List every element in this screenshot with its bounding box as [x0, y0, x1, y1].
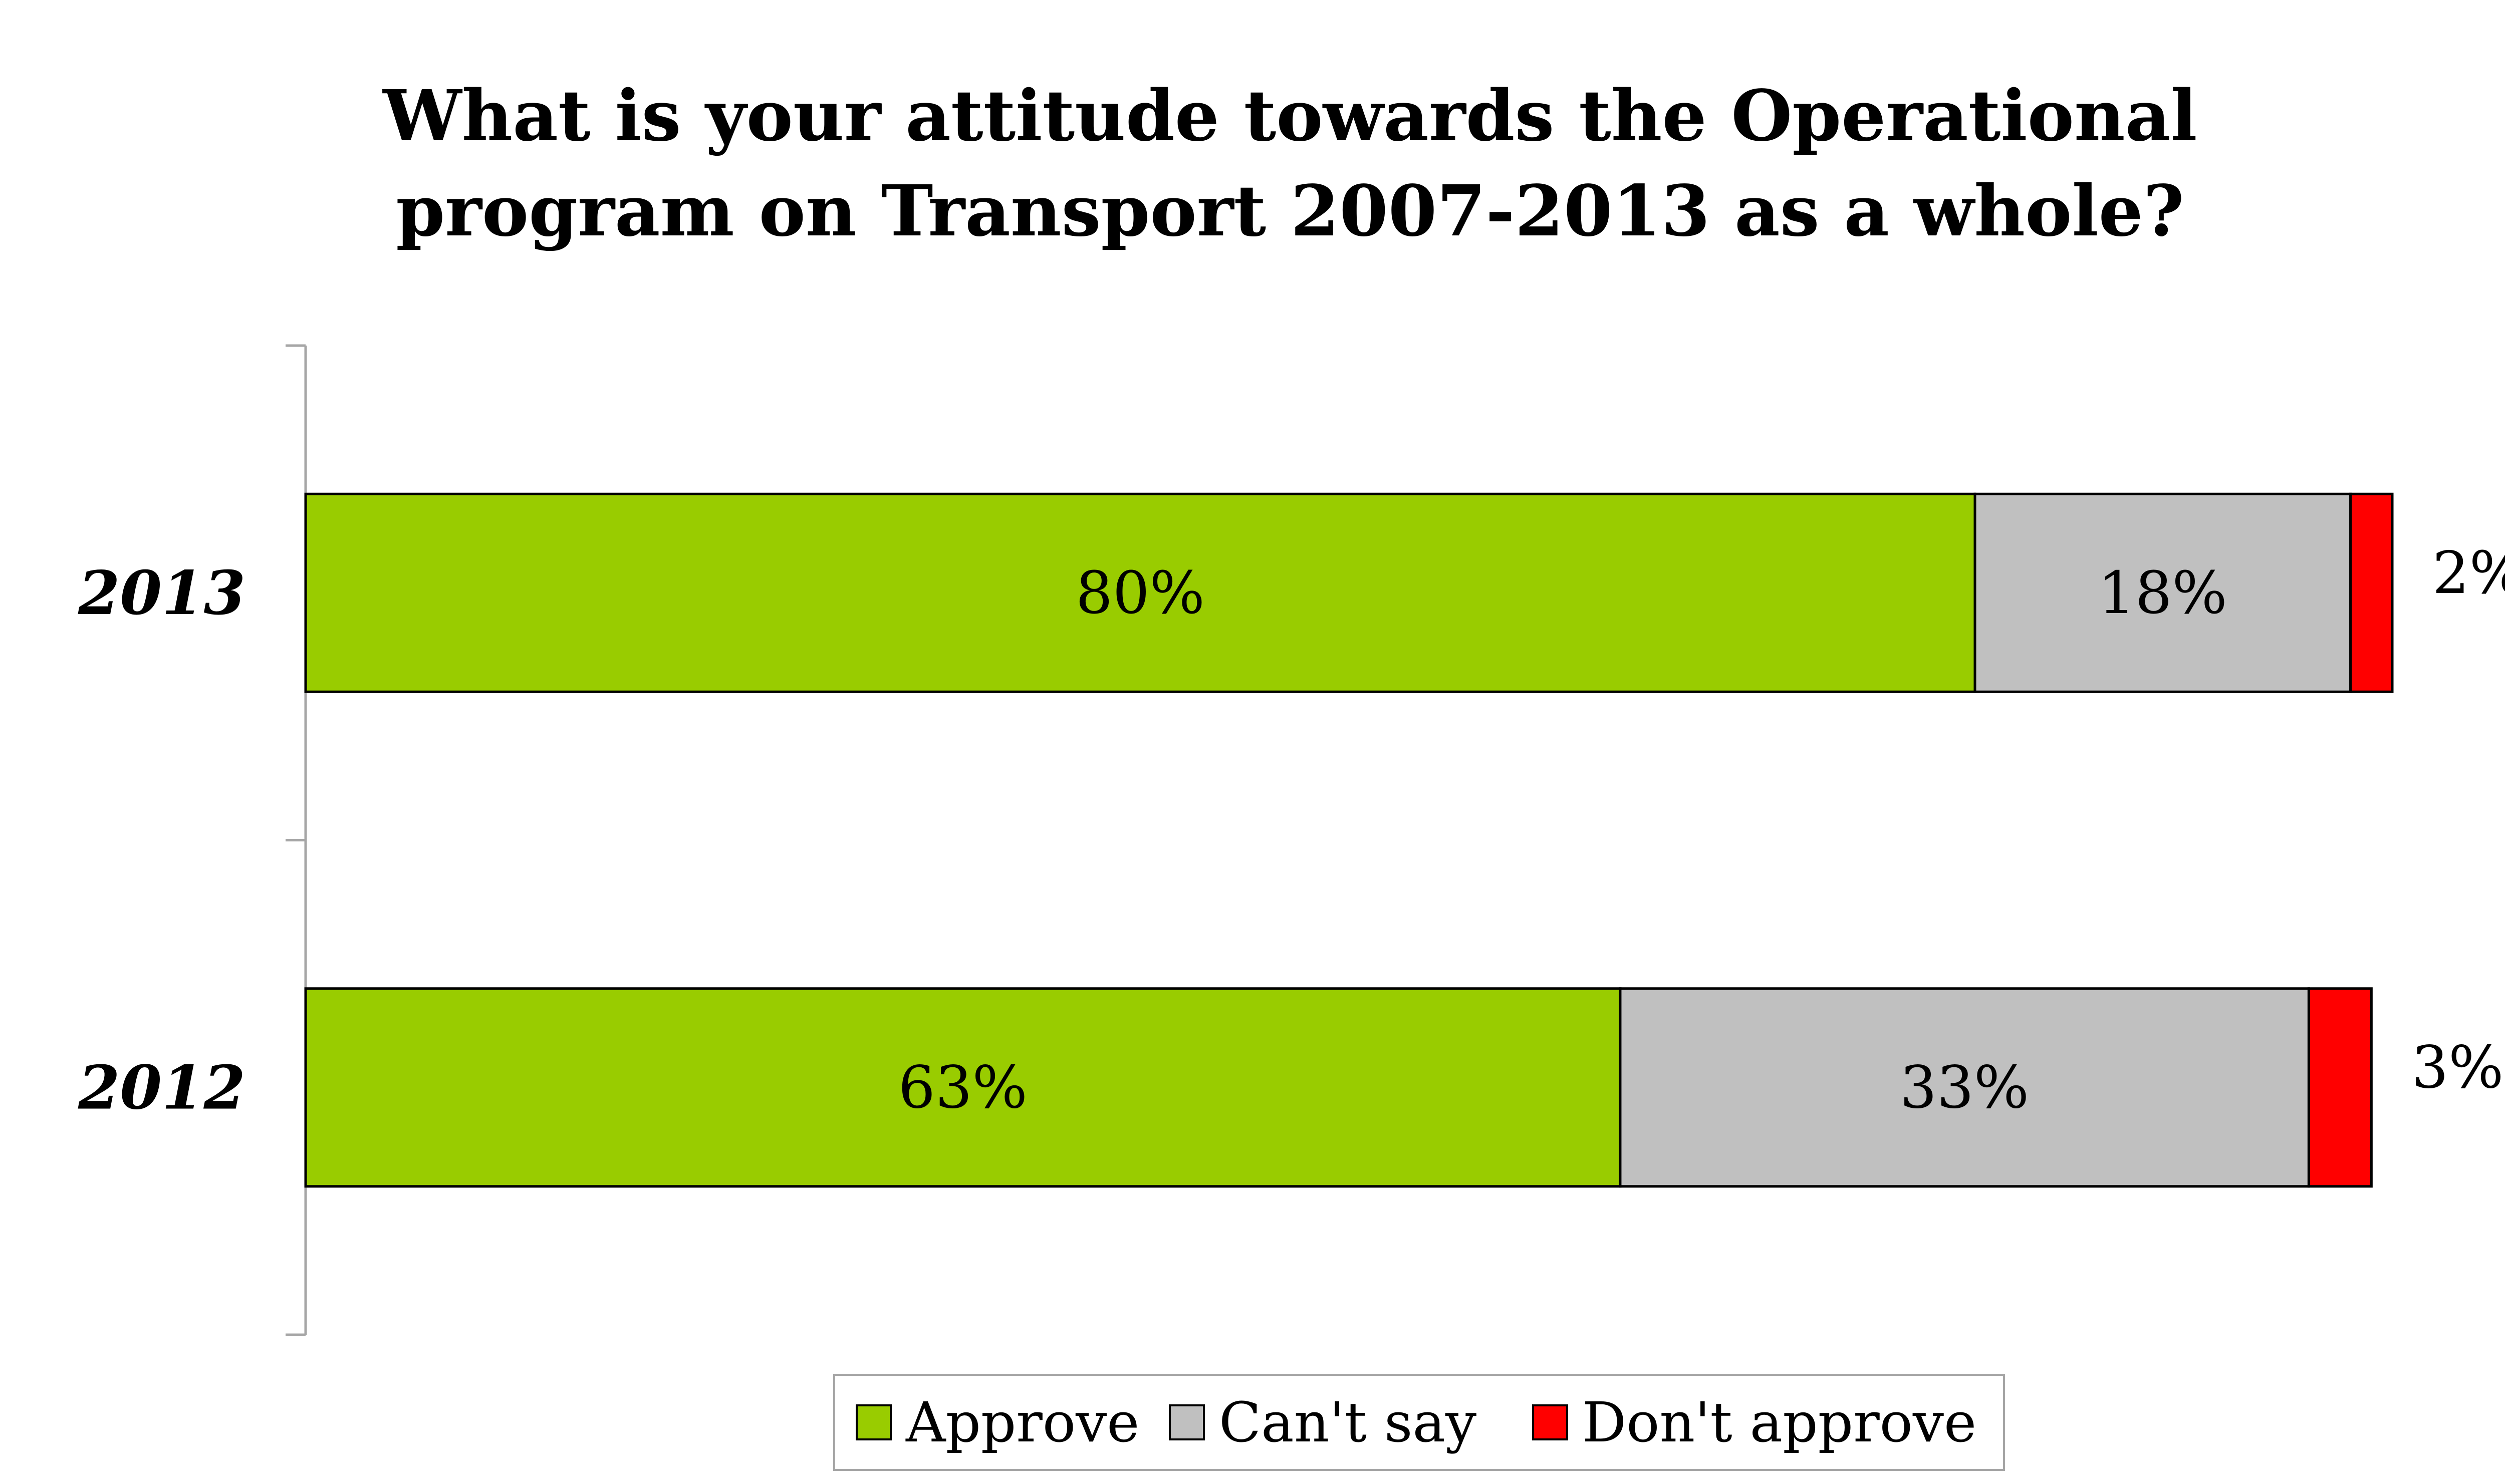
data-label-approve-2012: 63% — [898, 1054, 1028, 1121]
bar-can-t-say-2012 — [1619, 987, 2310, 1188]
data-label-can-t-say-2013: 18% — [2098, 559, 2227, 627]
data-label-don-t-approve-2013: 2% — [2432, 539, 2505, 607]
legend-label-approve: Approve — [905, 1390, 1139, 1454]
legend-swatch-don-t-approve — [1532, 1404, 1568, 1440]
data-label-don-t-approve-2012: 3% — [2411, 1034, 2503, 1101]
chart-title-line-1: What is your attitude towards the Operat… — [382, 75, 2197, 157]
legend-label-can-t-say: Can't say — [1219, 1390, 1476, 1454]
bar-can-t-say-2013 — [1973, 492, 2352, 693]
bar-don-t-approve-2013 — [2349, 492, 2394, 693]
legend: Approve Can't say Don't approve — [833, 1374, 2005, 1471]
category-label-2013: 2013 — [78, 558, 245, 629]
bar-approve-2013 — [304, 492, 1976, 693]
legend-swatch-can-t-say — [1169, 1404, 1205, 1440]
legend-label-don-t-approve: Don't approve — [1582, 1390, 1976, 1454]
bar-series-group — [304, 492, 2394, 1188]
data-label-approve-2013: 80% — [1076, 559, 1205, 627]
chart-title-line-2: program on Transport 2007-2013 as a whol… — [396, 170, 2184, 252]
category-label-2012: 2012 — [78, 1052, 245, 1123]
category-axis: 2013 2012 — [78, 344, 307, 1336]
bar-don-t-approve-2012 — [2307, 987, 2373, 1188]
legend-swatch-approve — [856, 1404, 892, 1440]
data-labels-group: 80% 18% 2% 63% 33% 3% — [898, 539, 2505, 1122]
chart-title: What is your attitude towards the Operat… — [382, 75, 2197, 252]
data-label-can-t-say-2012: 33% — [1900, 1054, 2029, 1121]
legend-box — [833, 1374, 2005, 1471]
bar-approve-2012 — [304, 987, 1622, 1188]
